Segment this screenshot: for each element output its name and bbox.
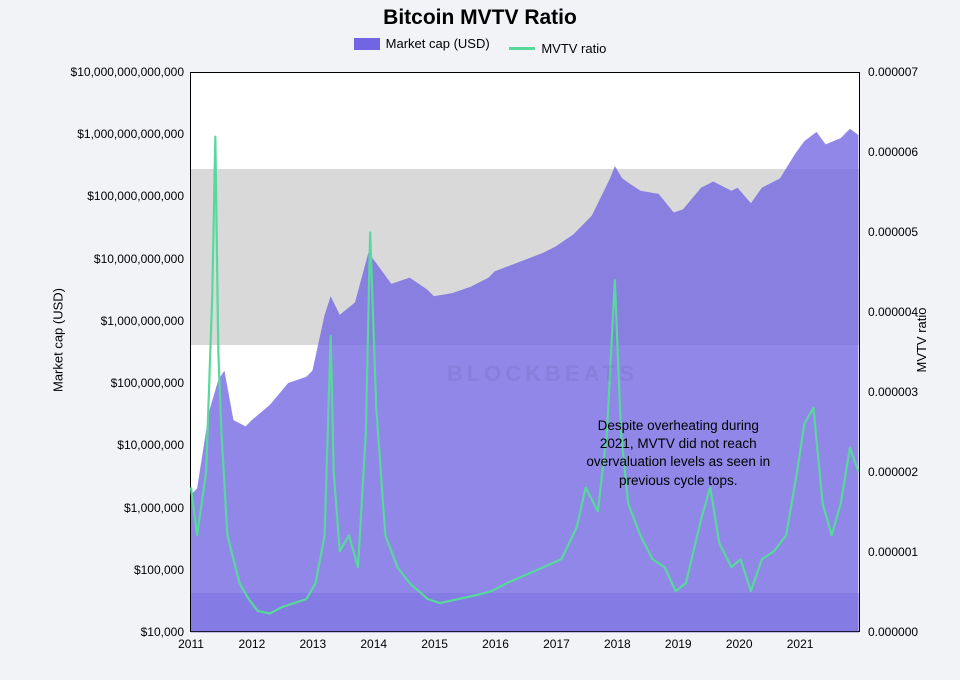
legend-label: Market cap (USD) <box>386 36 490 51</box>
y1-tick: $10,000,000,000,000 <box>71 65 184 79</box>
x-tick: 2016 <box>482 631 509 651</box>
legend-item-mvtv: MVTV ratio <box>509 41 606 56</box>
x-tick: 2014 <box>360 631 387 651</box>
legend-item-market-cap: Market cap (USD) <box>354 36 490 51</box>
legend-swatch-area <box>354 38 380 50</box>
y1-tick: $10,000 <box>141 625 184 639</box>
y1-tick: $1,000,000 <box>124 501 184 515</box>
y1-tick: $10,000,000 <box>117 438 184 452</box>
y1-tick: $10,000,000,000 <box>94 252 184 266</box>
watermark-text: BLOCKBEATS <box>447 361 638 387</box>
y1-tick: $100,000,000,000 <box>87 189 184 203</box>
y2-tick: 0.000004 <box>868 305 918 319</box>
x-tick: 2021 <box>787 631 814 651</box>
x-tick: 2012 <box>239 631 266 651</box>
y1-tick: $1,000,000,000 <box>101 314 184 328</box>
y2-tick: 0.000006 <box>868 145 918 159</box>
y1-tick: $1,000,000,000,000 <box>77 127 184 141</box>
y2-tick: 0.000000 <box>868 625 918 639</box>
y2-tick: 0.000002 <box>868 465 918 479</box>
x-tick: 2017 <box>543 631 570 651</box>
plot-area: BLOCKBEATS Despite overheating during 20… <box>190 72 860 632</box>
y1-tick: $100,000,000 <box>111 376 184 390</box>
y2-tick: 0.000007 <box>868 65 918 79</box>
x-tick: 2020 <box>726 631 753 651</box>
x-tick: 2015 <box>421 631 448 651</box>
legend-label: MVTV ratio <box>541 41 606 56</box>
y1-axis-label: Market cap (USD) <box>51 288 66 392</box>
x-tick: 2013 <box>299 631 326 651</box>
legend-swatch-line <box>509 47 535 50</box>
x-tick: 2019 <box>665 631 692 651</box>
y1-tick: $100,000 <box>134 563 184 577</box>
y2-tick: 0.000003 <box>868 385 918 399</box>
y2-tick: 0.000005 <box>868 225 918 239</box>
x-tick: 2018 <box>604 631 631 651</box>
chart-title: Bitcoin MVTV Ratio <box>0 6 960 30</box>
bitcoin-mvtv-chart: Bitcoin MVTV Ratio Market cap (USD) MVTV… <box>0 0 960 680</box>
chart-series-svg <box>191 73 859 631</box>
chart-legend: Market cap (USD) MVTV ratio <box>0 36 960 56</box>
chart-annotation: Despite overheating during 2021, MVTV di… <box>583 417 773 490</box>
y2-tick: 0.000001 <box>868 545 918 559</box>
